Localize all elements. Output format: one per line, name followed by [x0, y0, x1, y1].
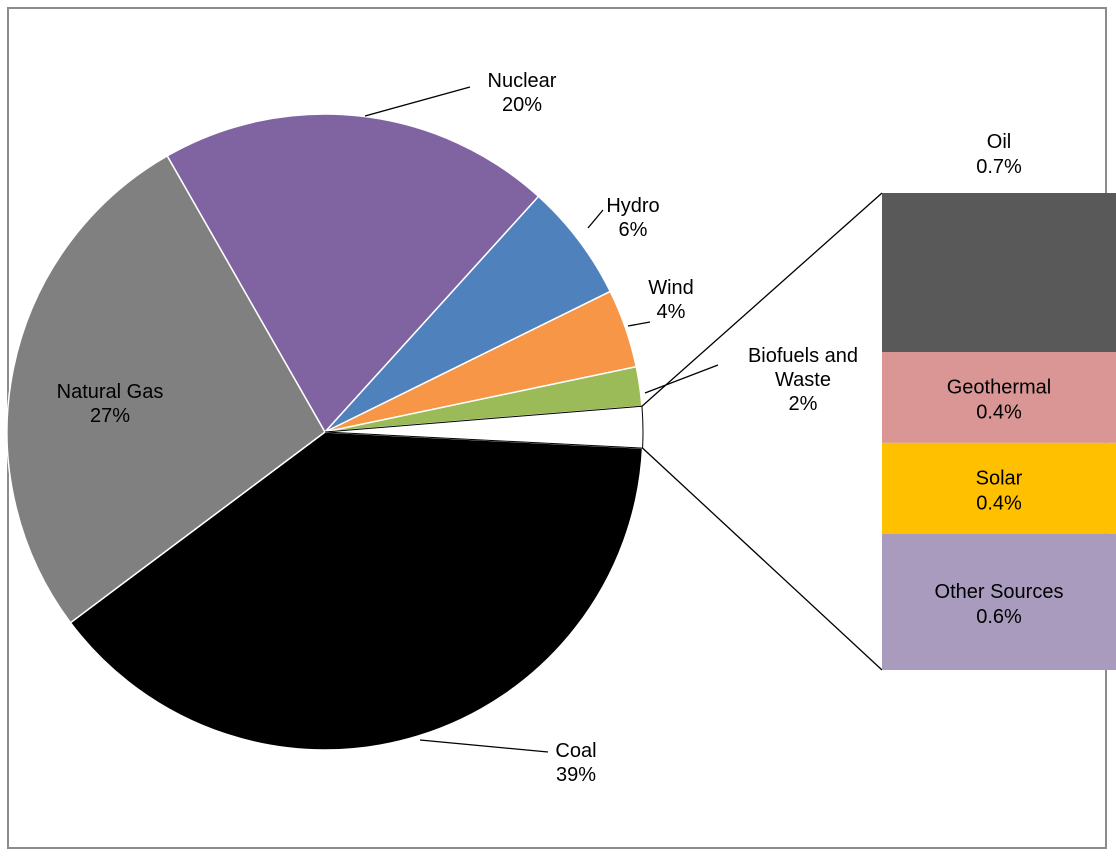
breakout-bar-layer: Oil 0.7% Geothermal 0.4% Solar 0.4% Other Sour…: [882, 131, 1116, 670]
breakout-label-value: 0.6%: [976, 606, 1022, 628]
slice-label-name: Biofuels and: [748, 345, 858, 367]
slice-label-value: 27%: [90, 405, 130, 427]
slice-label-value: 39%: [556, 764, 596, 786]
leader-line-nuclear: [364, 86, 471, 117]
connector-layer: [641, 192, 883, 671]
breakout-label-value: 0.4%: [976, 492, 1022, 514]
slice-label-name: Hydro: [606, 195, 659, 217]
pie-slice-coal: [69, 431, 644, 751]
breakout-label-value: 0.7%: [976, 156, 1022, 178]
breakout-segment-solar: Solar 0.4%: [882, 442, 1116, 534]
slice-label-name: Nuclear: [488, 70, 557, 92]
connector-line-bottom: [642, 447, 883, 671]
leader-line-biofuels-and-waste: [644, 364, 719, 394]
slice-label-name: Waste: [775, 369, 831, 391]
slice-label-name: Coal: [555, 740, 596, 762]
slice-label-name: Natural Gas: [57, 381, 164, 403]
breakout-bar-other-sources: [882, 533, 1116, 670]
breakout-segment-other-sources: Other Sources 0.6%: [882, 533, 1116, 670]
slice-label-value: 20%: [502, 94, 542, 116]
breakout-label-value: 0.4%: [976, 401, 1022, 423]
pie-slice-natural-gas: [6, 154, 326, 624]
breakout-label-name: Oil: [987, 131, 1011, 153]
breakout-bar-oil: [882, 193, 1116, 352]
pie-slice-hydro: [324, 195, 612, 433]
connector-line-top: [641, 192, 883, 407]
breakout-bar-geothermal: [882, 352, 1116, 443]
leader-line-hydro: [587, 209, 604, 229]
slice-label-value: 2%: [789, 393, 818, 415]
pie-layer: [6, 113, 644, 751]
breakout-label-name: Solar: [976, 467, 1023, 489]
leader-line-coal: [419, 739, 549, 753]
breakout-bar-solar: [882, 442, 1116, 534]
slice-label-value: 6%: [619, 219, 648, 241]
leader-line-wind: [627, 321, 651, 327]
breakout-segment-geothermal: Geothermal 0.4%: [882, 352, 1116, 443]
slice-label-name: Wind: [648, 277, 694, 299]
pie-slice-nuclear: [166, 113, 540, 434]
pie-slice-other: [324, 405, 644, 449]
slice-label-value: 4%: [657, 301, 686, 323]
breakout-segment-oil: Oil 0.7%: [882, 131, 1116, 352]
breakout-label-name: Other Sources: [935, 581, 1064, 603]
breakout-label-name: Geothermal: [947, 376, 1052, 398]
